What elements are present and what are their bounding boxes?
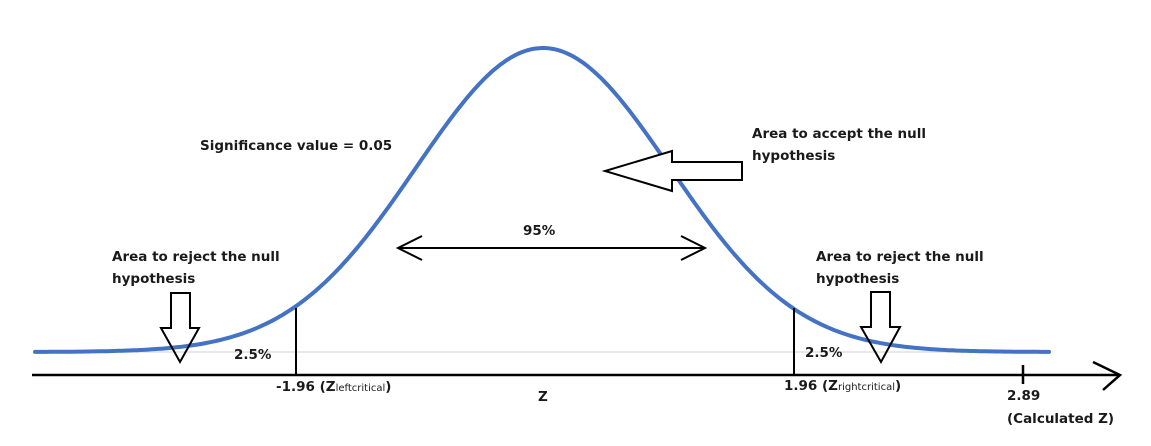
- accept-area-arrow-icon: [601, 149, 743, 193]
- reject-left-line1: Area to reject the null: [112, 249, 280, 265]
- significance-label: Significance value = 0.05: [200, 138, 392, 154]
- z-axis-label: Z: [538, 389, 548, 405]
- z-axis-arrowhead: [1092, 360, 1123, 391]
- normal-curve: [33, 46, 1051, 354]
- calculated-z-value: 2.89: [1007, 388, 1040, 404]
- right-tail-percent: 2.5%: [805, 345, 843, 361]
- reject-right-line2: hypothesis: [816, 271, 899, 287]
- left-critical-label: -1.96 (Zleftcritical): [276, 379, 391, 395]
- accept-label-line1: Area to accept the null: [752, 126, 926, 142]
- left-tail-percent: 2.5%: [234, 347, 272, 363]
- calculated-z-label: (Calculated Z): [1007, 411, 1114, 427]
- double-arrow-right-head: [680, 235, 708, 261]
- double-arrow-left-head: [395, 235, 423, 261]
- reject-left-arrow-icon: [159, 292, 201, 365]
- reject-right-arrow-icon: [859, 291, 902, 365]
- right-critical-label: 1.96 (Zrightcritical): [784, 378, 901, 394]
- center-percent: 95%: [523, 223, 556, 239]
- reject-left-line2: hypothesis: [112, 271, 195, 287]
- accept-label-line2: hypothesis: [752, 148, 835, 164]
- reject-right-line1: Area to reject the null: [816, 249, 984, 265]
